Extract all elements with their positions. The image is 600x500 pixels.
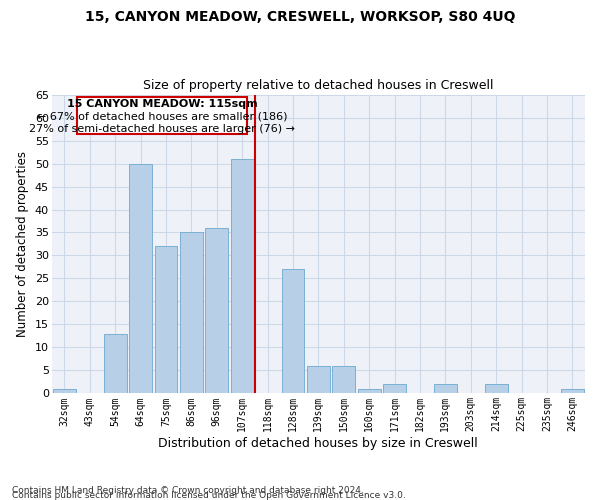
Bar xyxy=(358,389,380,394)
Bar xyxy=(104,334,127,394)
Y-axis label: Number of detached properties: Number of detached properties xyxy=(16,151,29,337)
Bar xyxy=(180,232,203,394)
Bar xyxy=(129,164,152,394)
Bar xyxy=(307,366,330,394)
Bar xyxy=(53,389,76,394)
Text: 15 CANYON MEADOW: 115sqm: 15 CANYON MEADOW: 115sqm xyxy=(67,99,257,109)
Bar xyxy=(383,384,406,394)
Bar xyxy=(332,366,355,394)
Bar xyxy=(155,246,178,394)
Text: ← 67% of detached houses are smaller (186): ← 67% of detached houses are smaller (18… xyxy=(37,112,287,122)
X-axis label: Distribution of detached houses by size in Creswell: Distribution of detached houses by size … xyxy=(158,437,478,450)
Text: 27% of semi-detached houses are larger (76) →: 27% of semi-detached houses are larger (… xyxy=(29,124,295,134)
Bar xyxy=(231,159,254,394)
Bar xyxy=(77,97,247,134)
Bar xyxy=(561,389,584,394)
Text: Contains HM Land Registry data © Crown copyright and database right 2024.: Contains HM Land Registry data © Crown c… xyxy=(12,486,364,495)
Bar xyxy=(281,270,304,394)
Bar xyxy=(434,384,457,394)
Text: 15, CANYON MEADOW, CRESWELL, WORKSOP, S80 4UQ: 15, CANYON MEADOW, CRESWELL, WORKSOP, S8… xyxy=(85,10,515,24)
Title: Size of property relative to detached houses in Creswell: Size of property relative to detached ho… xyxy=(143,79,494,92)
Text: Contains public sector information licensed under the Open Government Licence v3: Contains public sector information licen… xyxy=(12,491,406,500)
Bar xyxy=(485,384,508,394)
Bar xyxy=(205,228,228,394)
